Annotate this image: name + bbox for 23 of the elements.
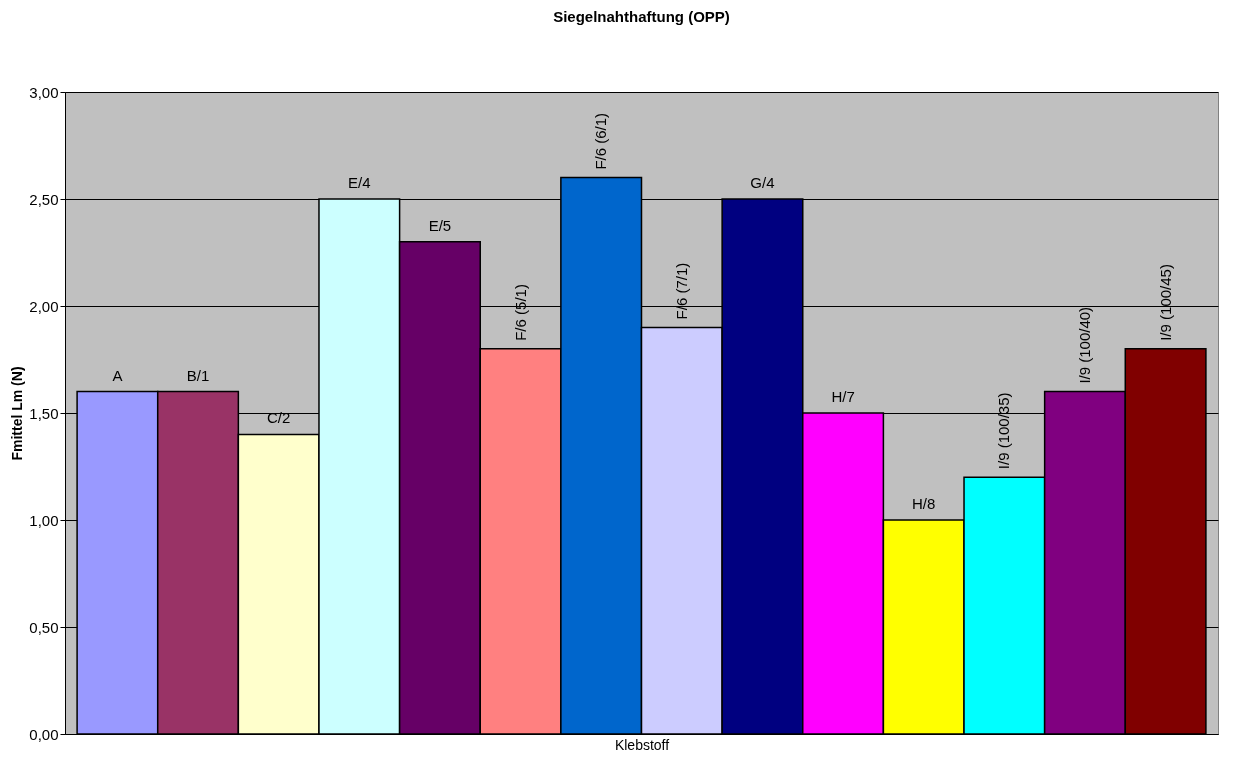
x-tick-label: E/4 (348, 174, 371, 191)
x-tick-label: I/9 (100/40) (1075, 306, 1093, 384)
x-tick-label: E/5 (428, 216, 452, 234)
x-tick-label: H/7 (831, 388, 855, 405)
x-tick-label: I/9 (100/35) (995, 392, 1013, 470)
x-tick-label: F/6 (7/1) (672, 262, 690, 320)
x-tick-label: G/4 (750, 174, 775, 191)
y-tick-label: 0,00 (29, 725, 59, 743)
x-axis-title: Klebstoff (614, 736, 670, 753)
x-tick-label: F/6 (5/1) (511, 284, 529, 341)
x-tick-label: A (112, 366, 123, 384)
y-tick-label: 3,00 (29, 83, 59, 101)
x-tick-label: I/9 (100/45) (1156, 264, 1174, 341)
x-tick-label: B/1 (186, 366, 210, 384)
y-tick-label: 1,50 (29, 404, 59, 422)
x-tick-label: F/6 (6/1) (592, 112, 610, 170)
y-tick-label: 2,50 (29, 190, 59, 208)
y-tick-label: 1,00 (29, 511, 59, 529)
y-tick-label: 0,50 (29, 618, 59, 636)
x-tick-label: H/8 (912, 495, 936, 512)
chart-title: Siegelnahthaftung (OPP) (553, 8, 730, 25)
y-tick-label: 2,00 (29, 297, 59, 315)
y-axis-title: Fmittel Lm (N) (9, 366, 26, 461)
